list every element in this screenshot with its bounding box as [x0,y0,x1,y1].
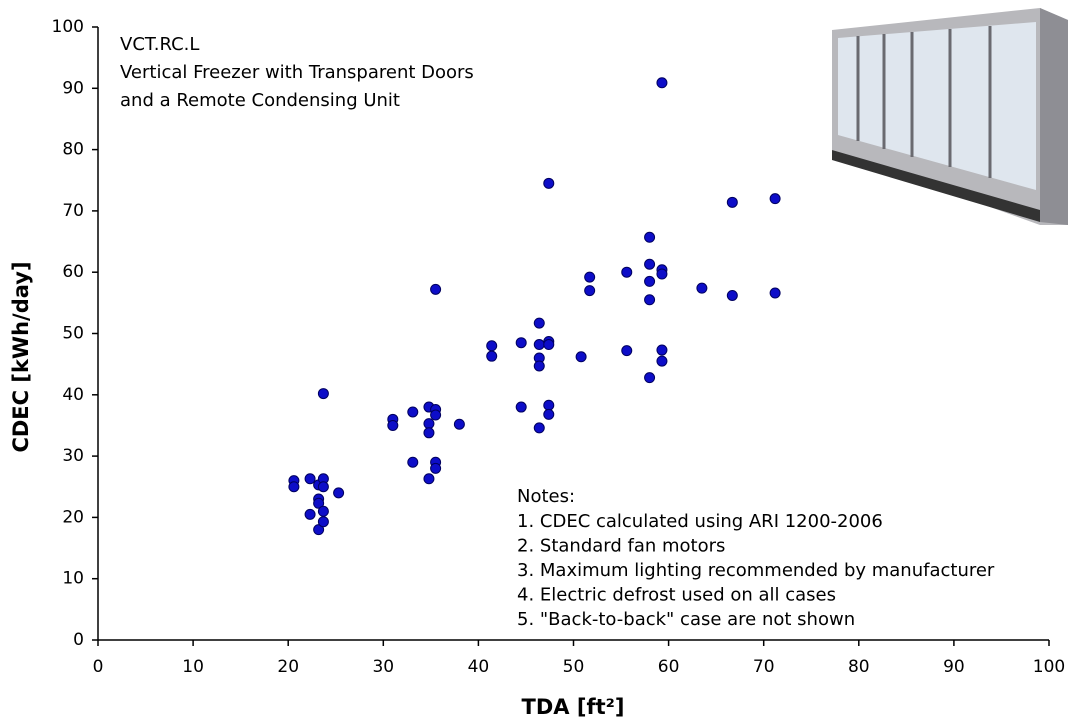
y-tick-label: 50 [62,324,84,344]
note-item: 3. Maximum lighting recommended by manuf… [517,560,995,581]
point [584,271,596,283]
x-tick-label: 80 [848,657,870,677]
point [621,266,633,278]
y-tick-label: 10 [62,569,84,589]
x-tick-label: 0 [93,657,104,677]
point [313,497,325,509]
y-tick-label: 30 [62,446,84,466]
point [515,337,527,349]
point [407,456,419,468]
point [726,289,738,301]
chart-title: VCT.RC.L Vertical Freezer with Transparen… [120,34,474,111]
point [313,524,325,536]
notes-heading: Notes: [517,486,575,507]
freezer-picture [832,8,1068,225]
note-item: 1. CDEC calculated using ARI 1200-2006 [517,511,883,532]
y-tick-label: 40 [62,385,84,405]
point [533,317,545,329]
title-line: and a Remote Condensing Unit [120,90,400,111]
point [575,351,587,363]
freezer-base [832,150,1040,222]
note-item: 4. Electric defrost used on all cases [517,585,836,606]
point [644,275,656,287]
title-line: Vertical Freezer with Transparent Doors [120,62,474,83]
point [656,268,668,280]
x-tick-label: 20 [277,657,299,677]
point [317,388,329,400]
point [543,408,555,420]
y-tick-label: 0 [73,630,84,650]
y-tick-label: 70 [62,201,84,221]
note-item: 2. Standard fan motors [517,536,725,557]
freezer-doors [838,22,1036,190]
point [644,258,656,270]
y-tick-label: 60 [62,262,84,282]
point [288,481,300,493]
point [533,422,545,434]
y-tick-label: 80 [62,140,84,160]
point [317,516,329,528]
point [656,355,668,367]
point [453,418,465,430]
point [515,401,527,413]
x-tick-label: 50 [563,657,585,677]
point [644,372,656,384]
point [656,344,668,356]
point [317,481,329,493]
point [387,419,399,431]
x-tick-label: 40 [468,657,490,677]
y-axis-title: CDEC [kWh/day] [9,261,33,452]
x-axis-title: TDA [ft²] [522,695,625,719]
y-tick-label: 100 [52,17,84,37]
x-tick-label: 100 [1033,657,1065,677]
point [543,177,555,189]
freezer-side [1040,8,1068,225]
point [407,406,419,418]
point [486,340,498,352]
door-frames [856,26,992,178]
y-tick-label: 20 [62,507,84,527]
note-item: 5. "Back-to-back" case are not shown [517,609,855,630]
x-tick-label: 30 [372,657,394,677]
point [423,418,435,430]
point [644,294,656,306]
point [423,427,435,439]
x-tick-label: 60 [658,657,680,677]
point [696,282,708,294]
point [543,399,555,411]
point [423,473,435,485]
point [430,283,442,295]
title-line: VCT.RC.L [120,34,199,55]
x-tick-label: 90 [943,657,965,677]
point [304,473,316,485]
point [533,360,545,372]
point [769,287,781,299]
point [304,508,316,520]
point [621,345,633,357]
point [769,193,781,205]
x-tick-label: 70 [753,657,775,677]
point [333,487,345,499]
point [584,285,596,297]
point [644,231,656,243]
point [486,350,498,362]
point [533,339,545,351]
point [317,505,329,517]
point [726,196,738,208]
x-tick-label: 10 [182,657,204,677]
point [656,77,668,89]
y-tick-label: 90 [62,78,84,98]
point [430,462,442,474]
point [430,409,442,421]
notes: Notes: 1. CDEC calculated using ARI 1200-… [517,486,995,630]
point [543,339,555,351]
